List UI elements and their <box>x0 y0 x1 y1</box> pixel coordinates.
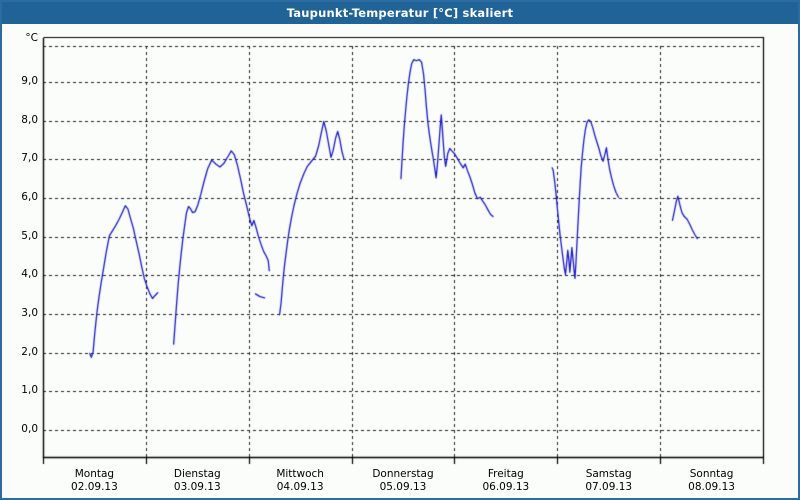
x-axis-weekday: Samstag <box>585 468 632 480</box>
x-axis-weekday: Donnerstag <box>372 468 434 480</box>
x-axis-weekday: Dienstag <box>173 468 221 480</box>
y-axis-tick-label: 2,0 <box>21 345 38 358</box>
x-axis-date: 04.09.13 <box>276 481 324 493</box>
x-axis-day-label: Samstag 07.09.13 <box>554 468 664 494</box>
x-axis-date: 03.09.13 <box>173 481 221 493</box>
x-axis-date: 07.09.13 <box>585 481 633 493</box>
y-axis-tick-label: 0,0 <box>21 423 38 435</box>
x-axis-day-label: Donnerstag 05.09.13 <box>348 468 458 494</box>
y-axis-tick-label: 3,0 <box>21 307 38 319</box>
y-axis-tick-label: 1,0 <box>21 384 38 397</box>
y-axis-unit-label: °C <box>25 32 38 44</box>
x-axis-date: 05.09.13 <box>379 481 427 493</box>
y-axis-tick-label: 9,0 <box>21 75 38 87</box>
x-axis-day-label: Mittwoch 04.09.13 <box>245 468 355 494</box>
window-titlebar: Taupunkt-Temperatur [°C] skaliert <box>2 2 798 24</box>
plot-area: °C 0,0 1,0 2,0 3,0 4,0 5,0 6,0 7,0 8,0 9,0 Montag 02… <box>2 24 798 498</box>
x-axis-weekday: Sonntag <box>689 468 734 480</box>
y-axis-tick-label: 8,0 <box>21 113 38 126</box>
x-axis-day-label: Freitag 06.09.13 <box>451 468 561 494</box>
x-axis-date: 02.09.13 <box>71 481 118 493</box>
x-axis-day-label: Sonntag 08.09.13 <box>657 468 767 494</box>
y-axis-tick-label: 7,0 <box>21 152 38 165</box>
x-axis-date: 08.09.13 <box>688 481 735 493</box>
y-axis-tick-label: 4,0 <box>21 268 38 281</box>
y-axis-tick-label: 6,0 <box>21 191 38 203</box>
x-axis-weekday: Montag <box>74 468 115 480</box>
chart-title: Taupunkt-Temperatur [°C] skaliert <box>286 6 514 20</box>
x-axis-weekday: Freitag <box>487 468 524 480</box>
x-axis-date: 06.09.13 <box>482 481 530 493</box>
x-axis-day-label: Dienstag 03.09.13 <box>142 468 252 494</box>
x-axis-day-label: Montag 02.09.13 <box>39 468 149 494</box>
x-axis-weekday: Mittwoch <box>276 468 324 480</box>
chart-canvas <box>2 24 798 498</box>
y-axis-tick-label: 5,0 <box>21 229 38 242</box>
